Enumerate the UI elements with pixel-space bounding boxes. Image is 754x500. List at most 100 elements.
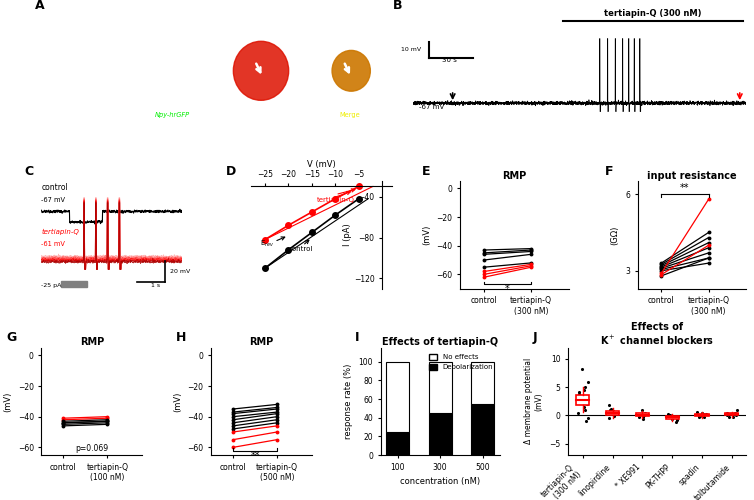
Point	[574, 396, 586, 404]
Bar	[471, 362, 494, 404]
Text: Brightfield: Brightfield	[66, 112, 101, 118]
Text: A: A	[35, 0, 44, 12]
Y-axis label: (GΩ): (GΩ)	[611, 226, 620, 244]
Point	[573, 390, 585, 398]
Text: **: **	[250, 450, 260, 460]
Text: B: B	[393, 0, 402, 12]
Bar	[386, 362, 409, 432]
Point	[579, 406, 591, 414]
Point	[633, 410, 645, 418]
Point	[637, 415, 649, 423]
Point	[730, 412, 742, 420]
Text: 10 μm: 10 μm	[227, 18, 247, 22]
Point	[605, 409, 618, 417]
Point	[572, 408, 584, 416]
Bar	[695, 414, 709, 416]
Ellipse shape	[233, 42, 289, 100]
Point	[693, 413, 705, 421]
Point	[573, 394, 585, 402]
Point	[662, 412, 674, 420]
Title: RMP: RMP	[80, 337, 104, 347]
Point	[696, 409, 708, 417]
Y-axis label: (mV): (mV)	[3, 391, 12, 411]
Point	[664, 411, 676, 419]
Title: Effects of tertiapin-Q: Effects of tertiapin-Q	[382, 337, 498, 347]
Point	[662, 410, 674, 418]
Y-axis label: I (pA): I (pA)	[344, 224, 352, 246]
Text: control: control	[289, 246, 313, 252]
Point	[697, 412, 710, 420]
Legend: No effects, Depolarization: No effects, Depolarization	[426, 351, 496, 373]
Point	[605, 410, 617, 418]
Text: J: J	[532, 331, 537, 344]
Point	[697, 410, 709, 418]
Text: control: control	[41, 183, 68, 192]
Point	[671, 416, 683, 424]
Point	[572, 398, 584, 406]
Point	[671, 414, 683, 422]
Point	[607, 407, 619, 415]
Point	[722, 412, 734, 420]
Point	[579, 383, 591, 391]
Point	[578, 403, 590, 411]
Text: G: G	[6, 331, 17, 344]
Point	[661, 412, 673, 420]
Text: -61 mV: -61 mV	[41, 241, 66, 247]
Text: 10 μm: 10 μm	[138, 18, 158, 22]
Text: 1 s: 1 s	[152, 282, 161, 288]
Bar	[636, 414, 649, 416]
Text: E$_{rev}$: E$_{rev}$	[260, 238, 274, 249]
Point	[636, 413, 648, 421]
Text: 20 mV: 20 mV	[170, 269, 190, 274]
X-axis label: V (mV): V (mV)	[307, 160, 336, 169]
Y-axis label: (mV): (mV)	[173, 391, 182, 411]
Bar	[61, 281, 87, 286]
Text: H: H	[176, 331, 186, 344]
Bar	[725, 413, 738, 416]
Text: tertiapin-Q: tertiapin-Q	[41, 229, 79, 235]
Text: -25 pA: -25 pA	[41, 282, 62, 288]
Point	[582, 414, 594, 422]
Text: -67 mV: -67 mV	[41, 197, 66, 203]
X-axis label: concentration (nM): concentration (nM)	[400, 477, 480, 486]
Point	[639, 408, 651, 416]
Point	[578, 386, 590, 394]
Point	[581, 400, 593, 408]
Point	[632, 410, 644, 418]
Bar	[428, 362, 452, 413]
Title: input resistance: input resistance	[647, 170, 737, 180]
Point	[731, 410, 743, 418]
Text: D: D	[225, 165, 236, 178]
Text: E: E	[422, 165, 431, 178]
Text: 10 μm: 10 μm	[315, 18, 336, 22]
Point	[603, 402, 615, 409]
Point	[691, 408, 703, 416]
Y-axis label: response rate (%): response rate (%)	[344, 364, 353, 439]
Point	[605, 404, 617, 412]
Point	[575, 365, 587, 373]
Text: C: C	[25, 165, 34, 178]
Ellipse shape	[332, 50, 370, 91]
Point	[694, 411, 706, 419]
Point	[727, 413, 739, 421]
Text: Merge: Merge	[339, 112, 360, 118]
Title: Effects of
K$^+$ channel blockers: Effects of K$^+$ channel blockers	[600, 322, 715, 347]
Text: **: **	[680, 183, 690, 193]
Point	[722, 411, 734, 419]
Bar	[666, 416, 679, 418]
Bar	[428, 413, 452, 455]
Point	[633, 412, 645, 420]
Text: Npy-hrGFP: Npy-hrGFP	[155, 112, 190, 118]
Text: tertiapin-Q (300 nM): tertiapin-Q (300 nM)	[604, 9, 702, 18]
Point	[581, 378, 593, 386]
Bar	[576, 394, 590, 404]
Text: tertiapin-Q: tertiapin-Q	[317, 197, 354, 203]
Point	[694, 412, 706, 420]
Point	[636, 406, 648, 414]
Text: F: F	[605, 165, 614, 178]
Point	[731, 406, 743, 414]
Point	[728, 408, 740, 416]
Text: *: *	[505, 284, 510, 294]
Point	[666, 414, 678, 422]
Text: I: I	[354, 331, 359, 344]
